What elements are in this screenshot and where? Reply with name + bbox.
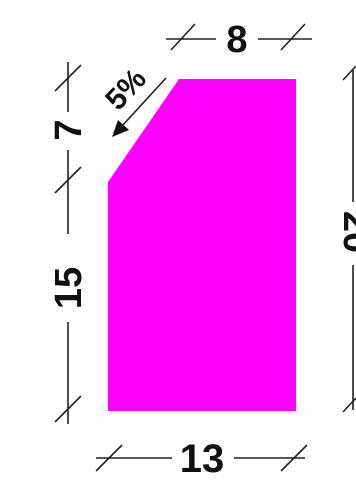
top-dimension-tick-left: [170, 23, 196, 51]
bottom-dimension-tick-left: [95, 444, 123, 472]
magenta-shape: [108, 79, 296, 411]
bottom-dimension-tick-right: [280, 444, 308, 472]
right-dimension: 20: [335, 65, 356, 413]
slope-label: 5%: [99, 62, 153, 116]
left-upper-dimension-label: 7: [48, 119, 90, 140]
left-dimension-tick-top: [54, 64, 82, 92]
slope-arrow-head: [112, 120, 129, 137]
left-dimension-tick-middle: [54, 166, 82, 194]
right-dimension-tick-bottom: [342, 397, 356, 413]
bottom-dimension: 13: [95, 437, 308, 480]
slope-arrow-line: [121, 77, 167, 127]
top-dimension: 8: [166, 19, 312, 61]
top-dimension-label: 8: [226, 19, 247, 61]
right-dimension-tick-top: [342, 65, 356, 81]
bottom-dimension-label: 13: [180, 437, 225, 480]
left-dimension: 7 15: [48, 62, 90, 424]
left-dimension-tick-bottom: [54, 395, 82, 423]
right-dimension-label: 20: [335, 211, 356, 253]
left-lower-dimension-label: 15: [48, 267, 90, 309]
top-dimension-tick-right: [280, 23, 306, 51]
